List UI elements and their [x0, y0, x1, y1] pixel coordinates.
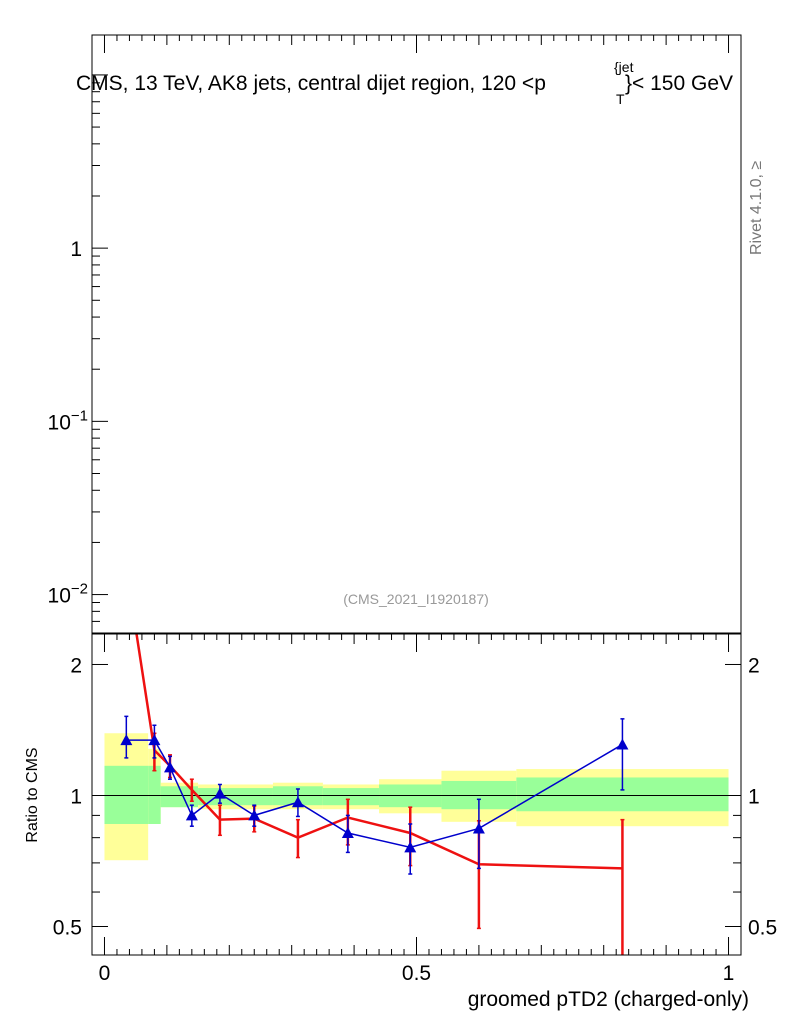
title-subscript: T [616, 91, 625, 107]
inner-uncertainty-band [148, 765, 161, 824]
analysis-id-label: (CMS_2021_I1920187) [343, 591, 489, 607]
y-tick-label-right: 0.5 [748, 916, 777, 939]
ratio-y-axis: 0.5 0.5 1 1 2 2 [53, 654, 777, 939]
y-tick-label: 10−1 [48, 407, 88, 434]
inner-uncertainty-band [198, 788, 273, 806]
y-tick-label: 0.5 [53, 916, 82, 939]
x-tick-label: 0.5 [402, 962, 431, 985]
main-panel-frame [91, 34, 742, 634]
inner-uncertainty-band [104, 765, 149, 824]
triangle-marker [248, 809, 261, 821]
inner-uncertainty-band [160, 786, 199, 808]
triangle-marker [185, 809, 198, 821]
y-tick-label: 1 [70, 238, 82, 261]
triangle-marker [213, 787, 226, 799]
y-tick-label-right: 1 [748, 785, 760, 808]
uncertainty-bands [104, 733, 729, 861]
x-tick-label: 0 [99, 962, 111, 985]
triangle-marker [404, 841, 417, 853]
triangle-marker [164, 761, 177, 773]
chart-title: CMS, 13 TeV, AK8 jets, central dijet reg… [76, 72, 546, 95]
triangle-marker [472, 822, 485, 834]
y-tick-label: 2 [70, 654, 82, 677]
main-y-axis: 1 10−1 10−2 [48, 74, 108, 634]
triangle-marker [341, 826, 354, 838]
title-suffix: }< 150 GeV [625, 72, 733, 95]
inner-uncertainty-band [322, 788, 380, 806]
y-tick-label-right: 2 [748, 654, 760, 677]
triangle-marker [148, 734, 161, 746]
y-tick-label: 1 [70, 785, 82, 808]
x-axis: 0 0.5 1 [99, 35, 735, 985]
red-series-line [135, 634, 623, 870]
triangle-marker [120, 734, 133, 746]
x-axis-label: groomed pTD2 (charged-only) [468, 988, 749, 1011]
ratio-series-group [120, 634, 629, 955]
triangle-marker [616, 738, 629, 750]
triangle-marker [291, 796, 304, 808]
rivet-version-label: Rivet 4.1.0, ≥ [748, 161, 765, 255]
y-axis-label: Ratio to CMS [24, 747, 41, 842]
y-tick-label: 10−2 [48, 581, 88, 608]
x-tick-label: 1 [723, 962, 735, 985]
title-superscript: {jet [614, 59, 634, 75]
